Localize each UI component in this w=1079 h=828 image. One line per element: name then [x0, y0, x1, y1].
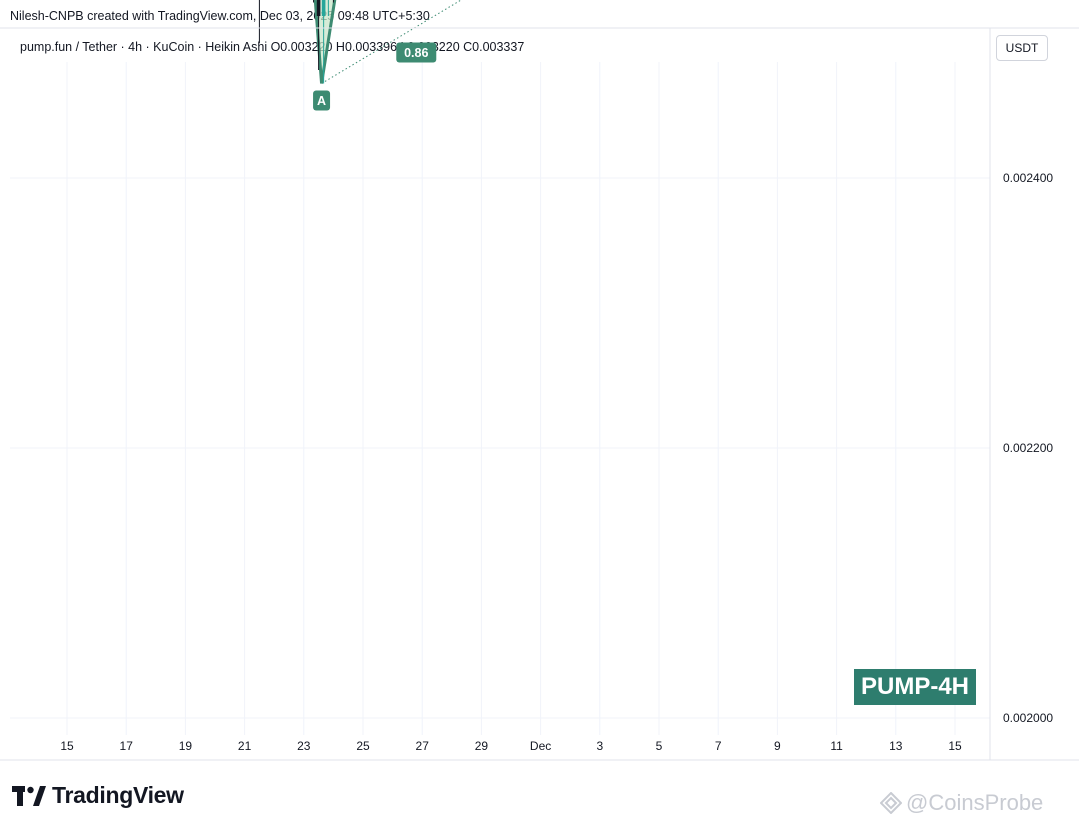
x-tick-label: 5	[656, 739, 663, 753]
harmonic-pattern	[313, 0, 463, 84]
candle	[321, 0, 326, 84]
x-tick-label: 15	[60, 739, 74, 753]
x-tick-label: 19	[179, 739, 193, 753]
point-label-a-bg	[313, 90, 331, 111]
y-tick-label: 0.002200	[1003, 441, 1053, 455]
pattern-labels: XABCD1.2720.7310.861.859200 MA	[313, 42, 437, 111]
watermark-text: @CoinsProbe	[906, 790, 1044, 815]
tradingview-logo[interactable]: TradingView	[12, 782, 184, 809]
x-tick-label: 11	[830, 739, 843, 753]
time-axis: 15 17 19 21 23 25 27 29 Dec 3 5 7 9 11 13 15	[0, 27, 1079, 761]
tradingview-logo-text: TradingView	[52, 782, 184, 808]
watermark: @CoinsProbe	[880, 790, 1043, 816]
watermark-icon	[880, 792, 902, 814]
ratio-line	[321, 0, 463, 84]
point-label-a-text: A	[317, 94, 326, 108]
xab-triangle	[315, 0, 335, 84]
candle-body	[316, 0, 321, 16]
x-tick-label: 21	[238, 739, 252, 753]
price-axis: 0.0044000.0042000.0040000.0038000.003600…	[989, 28, 1053, 760]
x-tick-label: 3	[596, 739, 603, 753]
x-tick-label: 15	[948, 739, 962, 753]
candle	[316, 0, 321, 70]
ratio-label-bg	[396, 42, 437, 63]
x-tick-label: 17	[120, 739, 134, 753]
candle	[258, 0, 260, 43]
pattern-leg	[313, 0, 324, 84]
x-tick-label: Dec	[530, 739, 551, 753]
x-tick-label: 29	[475, 739, 489, 753]
candle-body	[321, 0, 326, 16]
ratio-label: 0.86	[396, 42, 437, 63]
tradingview-logo-icon	[12, 785, 46, 806]
x-tick-label: 7	[715, 739, 722, 753]
x-tick-label: 27	[416, 739, 430, 753]
chart-grid	[10, 62, 990, 735]
x-tick-label: 13	[889, 739, 903, 753]
ticker-label: PUMP-4H	[854, 669, 976, 705]
x-tick-label: 23	[297, 739, 311, 753]
candlesticks	[258, 0, 334, 84]
x-tick-label: 9	[774, 739, 781, 753]
ratio-label-text: 0.86	[404, 46, 428, 60]
y-tick-label: 0.002000	[1003, 711, 1053, 725]
point-label-a: A	[313, 90, 331, 111]
y-tick-label: 0.002400	[1003, 171, 1053, 185]
currency-button[interactable]: USDT	[996, 35, 1048, 61]
x-tick-label: 25	[356, 739, 370, 753]
